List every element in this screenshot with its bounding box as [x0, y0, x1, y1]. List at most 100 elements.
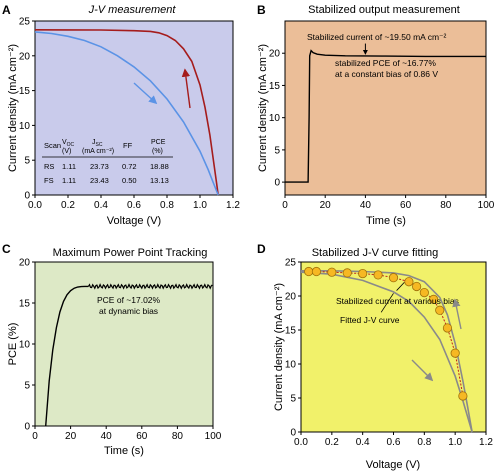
series-c: [45, 283, 213, 427]
panel-letter-d: D: [257, 242, 266, 256]
jv-table: Scan VOC (V) JSC (mA cm⁻²) FF PCE (%) RS…: [42, 139, 173, 185]
annotation-stabilized-pce: stabilized PCE of ~16.77%: [335, 58, 436, 68]
table-head-voc: VOC: [62, 139, 75, 148]
y-tick-label: 15: [285, 326, 297, 337]
y-tick-label: 15: [269, 81, 281, 92]
x-tick-label: 40: [360, 200, 372, 211]
data-point: [442, 323, 453, 333]
y-tick-label: 20: [19, 258, 31, 269]
annotation-stabilized-bias: Stabilized current at various bias: [336, 296, 459, 306]
panel-c: C Maximum Power Point Tracking 0 20 40 60 80…: [2, 242, 222, 457]
table-head-voc-unit: (V): [62, 148, 71, 155]
panel-b: B Stabilized output measurement 0 20 40 60 8…: [257, 3, 495, 227]
grey-arrow-down: [411, 359, 434, 382]
series-line-fs: [34, 31, 219, 196]
table-cell: FS: [44, 176, 54, 185]
annotation-dynamic-bias: at dynamic bias: [99, 306, 158, 316]
y-tick-label: 20: [269, 49, 281, 60]
panel-a-xlabel: Voltage (V): [107, 215, 161, 227]
x-tick-label: 0.6: [387, 437, 401, 448]
table-cell: 1.11: [62, 162, 76, 171]
data-point: [304, 266, 314, 277]
panel-b-xlabel: Time (s): [366, 215, 406, 227]
panel-letter-a: A: [2, 3, 11, 17]
fs-arrow: [133, 82, 158, 105]
data-point: [419, 287, 429, 298]
y-tick-label: 0: [24, 422, 30, 433]
panel-b-title: Stabilized output measurement: [308, 4, 460, 16]
x-tick-label: 0.4: [356, 437, 370, 448]
y-tick-label: 10: [269, 113, 281, 124]
x-tick-label: 100: [478, 200, 495, 211]
rs-arrow: [181, 68, 191, 109]
x-tick-label: 100: [205, 431, 222, 442]
y-tick-label: 15: [19, 86, 31, 97]
table-head-jsc: JSC: [92, 139, 103, 148]
panel-c-xlabel: Time (s): [104, 445, 144, 457]
x-tick-label: 40: [101, 431, 113, 442]
plot-area-d: [300, 261, 487, 433]
data-point: [412, 281, 422, 292]
x-tick-label: 0.4: [94, 200, 108, 211]
y-tick-label: 0: [290, 428, 296, 439]
table-cell: RS: [44, 162, 54, 171]
x-tick-label: 1.0: [448, 437, 462, 448]
data-point: [404, 277, 414, 287]
annotation-constant-bias: at a constant bias of 0.86 V: [335, 69, 438, 79]
y-tick-label: 5: [274, 145, 280, 156]
table-head-pce-unit: (%): [152, 148, 163, 155]
panel-letter-c: C: [2, 242, 11, 256]
x-tick-label: 0.0: [28, 200, 42, 211]
y-tick-label: 0: [24, 191, 30, 202]
y-tick-label: 0: [274, 178, 280, 189]
x-tick-label: 20: [320, 200, 332, 211]
table-cell: 0.72: [122, 162, 137, 171]
fitted-jv-line: [301, 269, 473, 433]
x-tick-label: 0.0: [294, 437, 308, 448]
y-tick-label: 20: [285, 292, 297, 303]
data-point: [311, 266, 322, 277]
x-tick-label: 0: [32, 431, 38, 442]
stabilized-dashed-line: [308, 271, 464, 397]
table-cell: 0.50: [122, 176, 137, 185]
x-tick-label: 0.8: [160, 200, 174, 211]
panel-a-title: J-V measurement: [88, 4, 177, 16]
data-point: [327, 267, 337, 277]
x-tick-label: 60: [136, 431, 148, 442]
table-head-pce: PCE: [151, 139, 166, 146]
table-cell: 13.13: [150, 176, 169, 185]
plot-area-c: [34, 261, 214, 427]
y-tick-label: 20: [19, 51, 31, 62]
mppt-rise-line: [45, 285, 89, 427]
panel-d: D Stabilized J-V curve fitting 0.0 0.2 0.4…: [257, 242, 493, 471]
panel-a-ylabel: Current density (mA cm⁻²): [7, 44, 19, 172]
panel-c-ylabel: PCE (%): [7, 323, 19, 366]
data-point: [428, 294, 439, 304]
table-cell: 18.88: [150, 162, 169, 171]
data-point: [342, 268, 352, 278]
table-head-ff: FF: [123, 141, 133, 150]
table-cell: 1.11: [62, 176, 76, 185]
x-tick-label: 20: [65, 431, 77, 442]
data-point: [458, 391, 468, 401]
axes-d: 0.0 0.2 0.4 0.6 0.8 1.0 1.2 0 5 10 15 20 25: [285, 258, 494, 449]
y-tick-label: 10: [19, 121, 31, 132]
y-tick-label: 25: [19, 17, 31, 28]
y-tick-label: 5: [24, 381, 30, 392]
annotation-fitted-curve: Fitted J-V curve: [340, 315, 400, 325]
data-point: [435, 305, 445, 315]
data-point: [450, 348, 460, 358]
table-head-scan: Scan: [44, 141, 61, 150]
y-tick-label: 15: [19, 299, 31, 310]
panel-d-xlabel: Voltage (V): [366, 459, 420, 471]
x-tick-label: 80: [172, 431, 184, 442]
table-head-jsc-unit: (mA cm⁻²): [82, 148, 114, 155]
annotation-pce: PCE of ~17.02%: [97, 295, 161, 305]
panel-d-title: Stabilized J-V curve fitting: [312, 247, 439, 259]
plot-area-a: [34, 20, 234, 196]
series-line-rs: [34, 29, 219, 196]
panel-c-title: Maximum Power Point Tracking: [53, 247, 208, 259]
y-tick-label: 25: [285, 258, 297, 269]
data-point: [358, 268, 368, 279]
